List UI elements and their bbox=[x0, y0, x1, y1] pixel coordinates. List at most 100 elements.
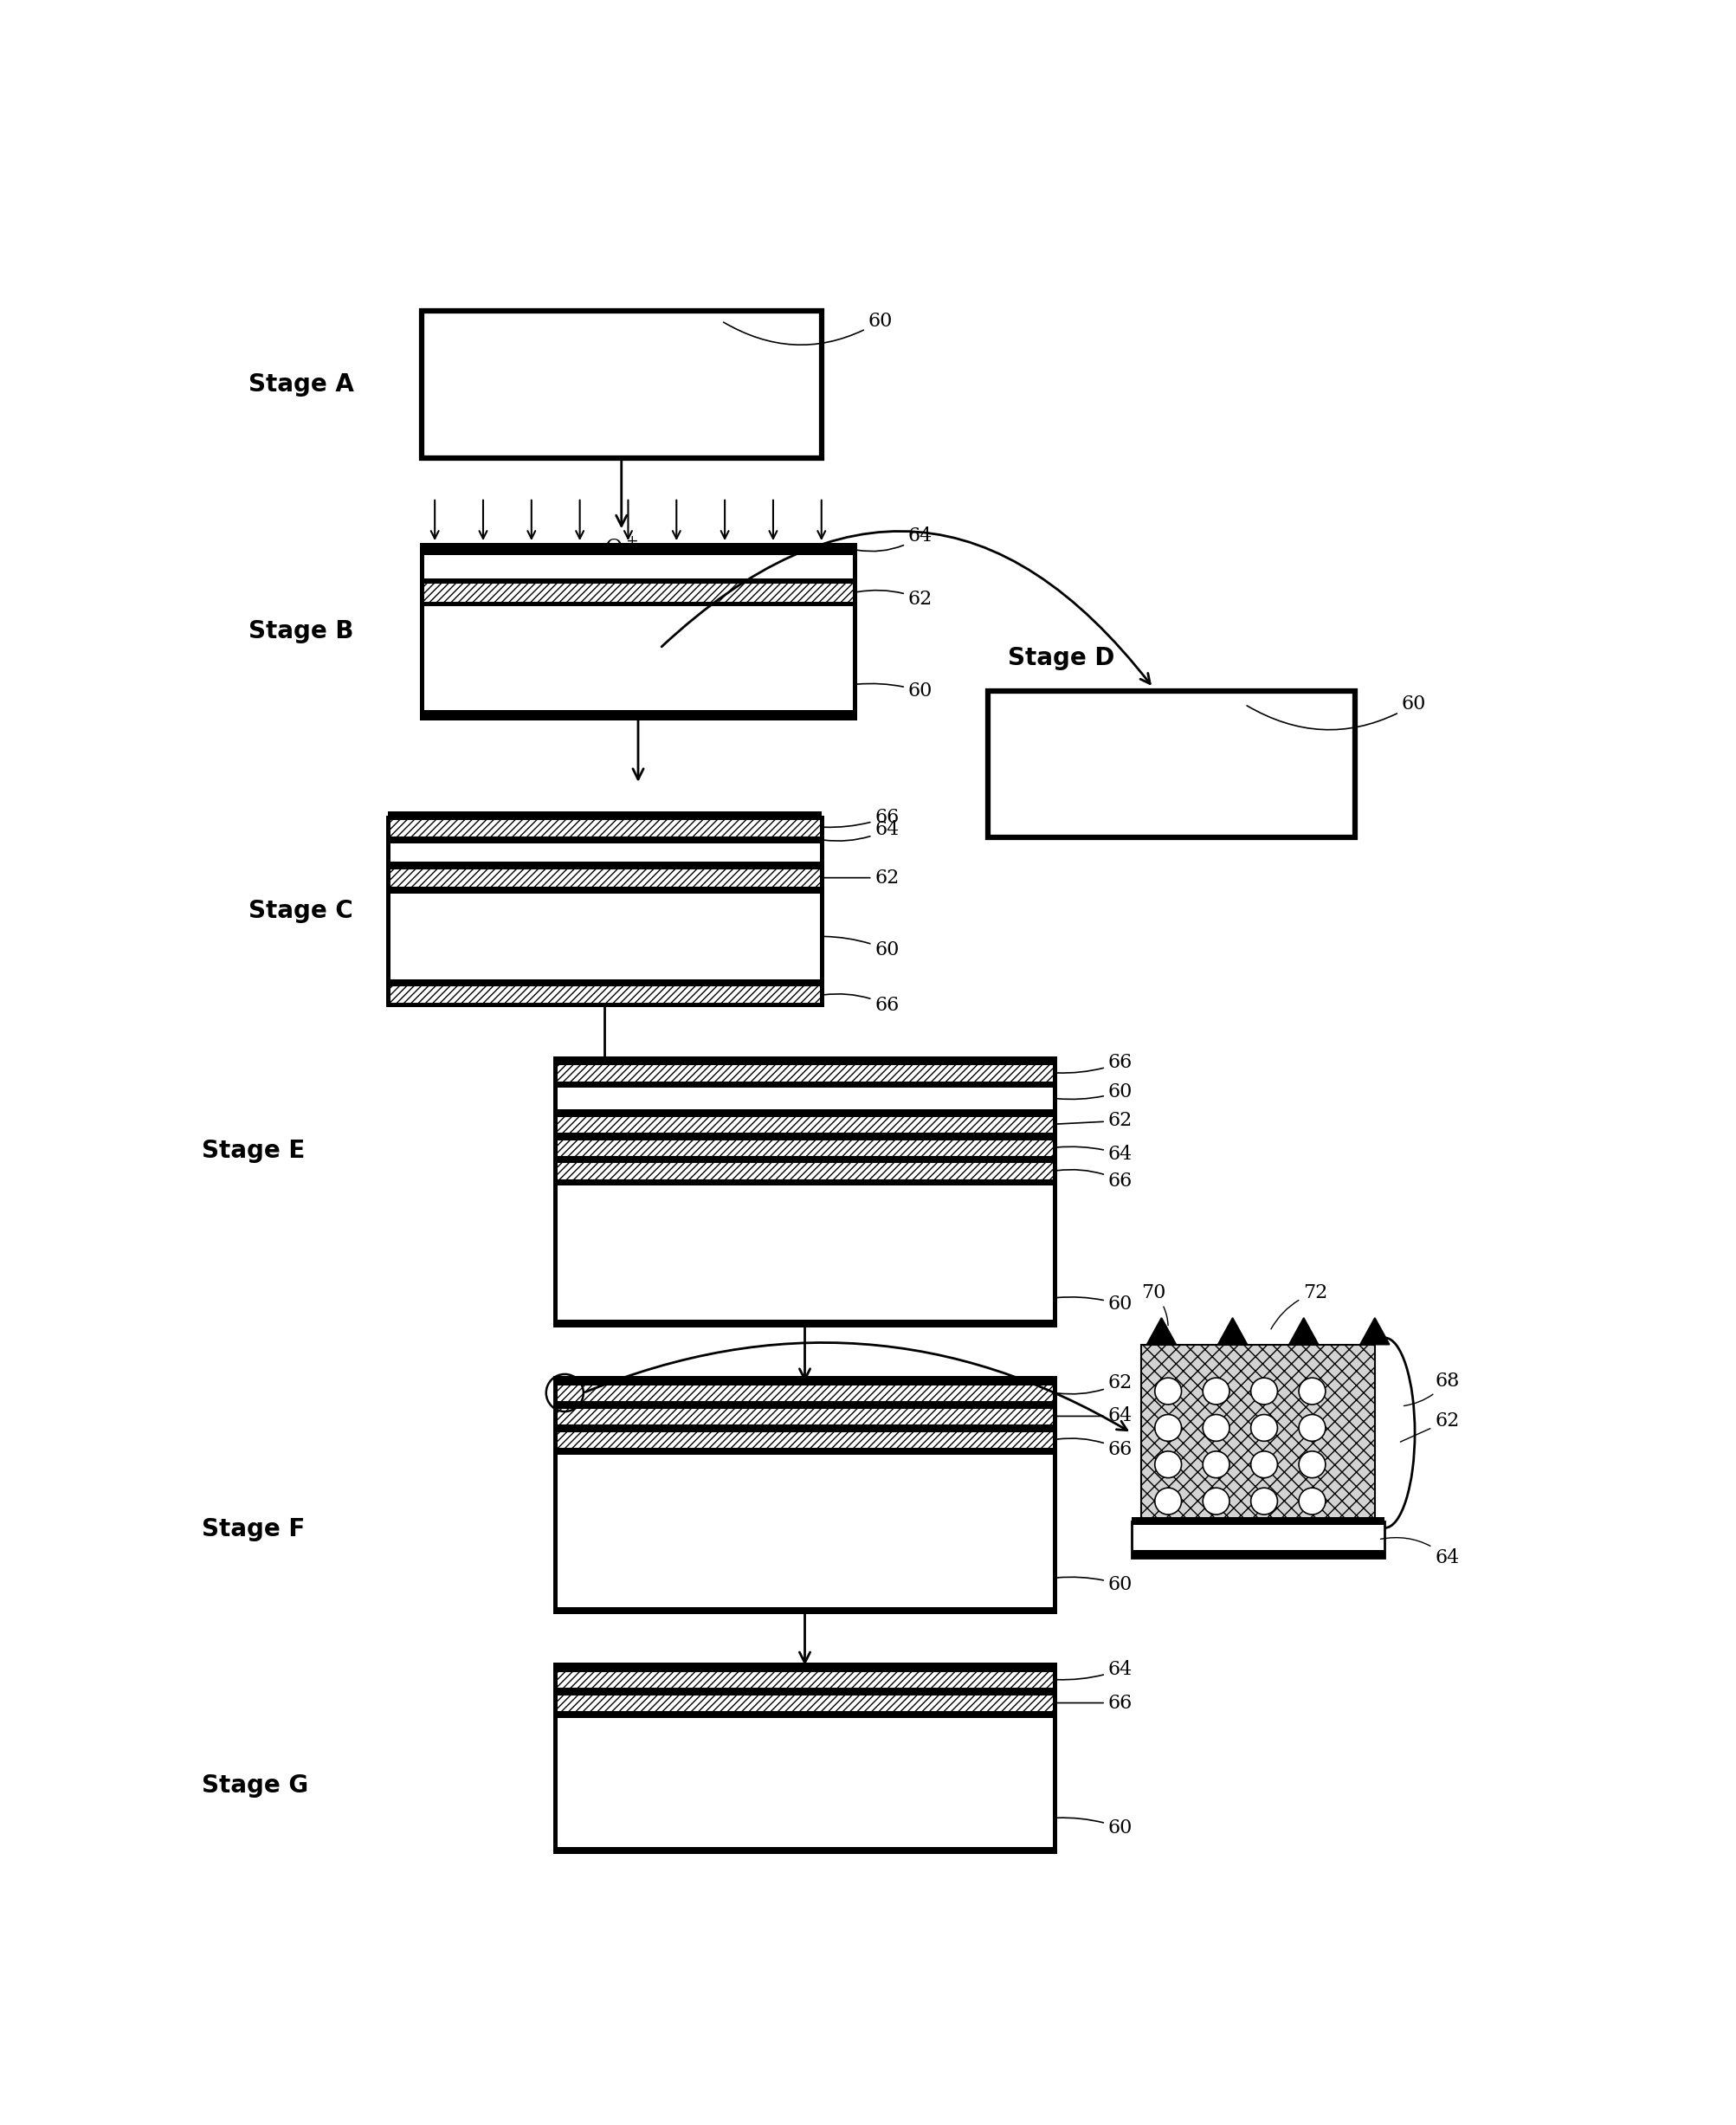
Text: 62: 62 bbox=[1057, 1111, 1132, 1130]
Polygon shape bbox=[1146, 1318, 1175, 1345]
Polygon shape bbox=[1288, 1318, 1318, 1345]
Bar bbox=[554, 1400, 1054, 1409]
Text: 72: 72 bbox=[1271, 1283, 1326, 1328]
Bar bbox=[554, 1058, 1054, 1065]
Bar bbox=[554, 1377, 1054, 1386]
Circle shape bbox=[1203, 1415, 1229, 1441]
Bar bbox=[554, 1162, 1054, 1179]
Text: 64: 64 bbox=[1057, 1660, 1132, 1679]
Text: Stage E: Stage E bbox=[201, 1139, 304, 1162]
Bar bbox=[387, 818, 821, 837]
Text: 64: 64 bbox=[823, 820, 899, 842]
Bar bbox=[554, 1424, 1054, 1430]
Text: Stage G: Stage G bbox=[201, 1774, 307, 1798]
Bar bbox=[554, 1386, 1054, 1400]
Text: 66: 66 bbox=[1057, 1054, 1132, 1073]
Bar bbox=[988, 691, 1354, 837]
Bar bbox=[422, 544, 854, 555]
Text: 66: 66 bbox=[1057, 1439, 1132, 1460]
Bar bbox=[422, 544, 854, 718]
Text: Stage D: Stage D bbox=[1007, 646, 1115, 669]
Bar bbox=[554, 1139, 1054, 1156]
Circle shape bbox=[1154, 1488, 1180, 1515]
Circle shape bbox=[1203, 1488, 1229, 1515]
Bar bbox=[554, 1179, 1054, 1186]
Bar bbox=[554, 1133, 1054, 1139]
Circle shape bbox=[1250, 1451, 1278, 1477]
Bar bbox=[554, 1606, 1054, 1611]
Text: O$^+$: O$^+$ bbox=[604, 538, 639, 559]
Circle shape bbox=[1154, 1415, 1180, 1441]
Bar bbox=[554, 1186, 1054, 1324]
Bar bbox=[988, 691, 1354, 837]
Circle shape bbox=[1299, 1451, 1325, 1477]
Bar bbox=[387, 818, 821, 1005]
Text: 60: 60 bbox=[1057, 1082, 1132, 1101]
Bar bbox=[554, 1717, 1054, 1851]
Bar bbox=[554, 1116, 1054, 1133]
Bar bbox=[387, 986, 821, 1005]
Bar bbox=[387, 863, 821, 869]
Text: 60: 60 bbox=[1246, 695, 1425, 729]
Bar bbox=[554, 1082, 1054, 1088]
Bar bbox=[554, 1664, 1054, 1851]
Bar bbox=[422, 310, 821, 457]
Bar bbox=[554, 1377, 1054, 1611]
Bar bbox=[422, 578, 854, 582]
Circle shape bbox=[1250, 1415, 1278, 1441]
FancyArrowPatch shape bbox=[661, 531, 1149, 684]
Bar bbox=[554, 1058, 1054, 1324]
Bar bbox=[554, 1694, 1054, 1711]
Circle shape bbox=[1203, 1451, 1229, 1477]
Bar bbox=[554, 1109, 1054, 1116]
Bar bbox=[554, 1320, 1054, 1324]
Text: 62: 62 bbox=[858, 589, 932, 608]
Text: 64: 64 bbox=[1057, 1407, 1132, 1426]
Text: 68: 68 bbox=[1403, 1371, 1458, 1407]
Bar bbox=[554, 1687, 1054, 1694]
Text: Stage C: Stage C bbox=[248, 899, 352, 922]
Text: Stage F: Stage F bbox=[201, 1517, 304, 1541]
Circle shape bbox=[1154, 1451, 1180, 1477]
Circle shape bbox=[1154, 1377, 1180, 1405]
Text: 60: 60 bbox=[1057, 1294, 1132, 1313]
Text: Stage B: Stage B bbox=[248, 618, 352, 644]
Text: 62: 62 bbox=[1057, 1373, 1132, 1394]
Bar bbox=[422, 310, 821, 457]
Bar bbox=[554, 1670, 1054, 1687]
Bar bbox=[387, 837, 821, 844]
Bar bbox=[554, 1065, 1054, 1082]
Text: 60: 60 bbox=[858, 682, 932, 701]
Text: 64: 64 bbox=[1380, 1538, 1458, 1568]
Text: 64: 64 bbox=[858, 527, 932, 550]
Circle shape bbox=[1250, 1488, 1278, 1515]
Bar bbox=[554, 1664, 1054, 1670]
Bar bbox=[554, 1454, 1054, 1611]
Polygon shape bbox=[1217, 1318, 1246, 1345]
Bar bbox=[422, 710, 854, 718]
Text: 62: 62 bbox=[823, 869, 899, 888]
Text: 60: 60 bbox=[724, 312, 892, 344]
Circle shape bbox=[1299, 1415, 1325, 1441]
Bar bbox=[387, 886, 821, 895]
Bar bbox=[422, 606, 854, 718]
Bar bbox=[554, 1430, 1054, 1447]
Bar bbox=[554, 1847, 1054, 1851]
Bar bbox=[387, 895, 821, 980]
Circle shape bbox=[1299, 1377, 1325, 1405]
Text: 66: 66 bbox=[1057, 1694, 1132, 1713]
Text: 60: 60 bbox=[823, 937, 899, 958]
Bar bbox=[1130, 1549, 1384, 1558]
FancyArrowPatch shape bbox=[585, 1343, 1127, 1430]
Bar bbox=[554, 1156, 1054, 1162]
Bar bbox=[387, 869, 821, 886]
Bar bbox=[1141, 1345, 1375, 1521]
Polygon shape bbox=[1359, 1318, 1389, 1345]
Text: 62: 62 bbox=[1399, 1411, 1458, 1443]
Bar bbox=[554, 1088, 1054, 1109]
Bar bbox=[422, 601, 854, 606]
Bar bbox=[554, 1447, 1054, 1454]
Bar bbox=[554, 1409, 1054, 1424]
Bar bbox=[1130, 1521, 1384, 1558]
Bar bbox=[387, 980, 821, 986]
